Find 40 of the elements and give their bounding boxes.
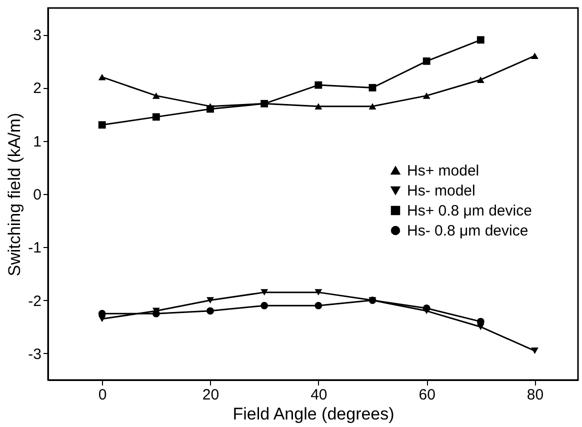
point [422, 57, 430, 65]
point [314, 289, 322, 296]
point [314, 81, 322, 89]
point [531, 348, 538, 354]
point [98, 121, 106, 129]
point [152, 113, 160, 121]
x-axis-title: Field Angle (degrees) [232, 404, 394, 424]
point [206, 105, 214, 113]
y-tick-label: 3 [33, 27, 42, 44]
y-tick-label: -1 [28, 240, 42, 257]
x-tick-label: 60 [418, 386, 436, 404]
point [206, 297, 214, 304]
y-axis-title: Switching field (kA/m) [5, 112, 24, 276]
point [206, 307, 214, 315]
x-tick-label: 0 [98, 386, 107, 404]
legend-label: Hs+ model [407, 162, 480, 180]
point [531, 52, 538, 60]
x-tick-label: 80 [526, 386, 544, 404]
x-tick-label: 40 [310, 386, 328, 404]
point [314, 302, 322, 310]
point [260, 302, 268, 310]
point [422, 304, 430, 312]
legend-label: Hs- 0.8 μm device [407, 222, 528, 240]
point [98, 74, 106, 80]
y-tick-label: -2 [28, 292, 42, 310]
point [260, 289, 268, 296]
point [422, 92, 430, 99]
point [368, 84, 376, 92]
y-tick-label: -3 [28, 346, 42, 363]
y-tick-label: 2 [33, 80, 42, 98]
y-tick-label: 0 [33, 186, 42, 204]
y-tick-label: 1 [33, 133, 42, 150]
point [476, 76, 484, 83]
point [314, 103, 322, 110]
x-tick-label: 20 [202, 386, 220, 404]
point [476, 36, 484, 44]
point [152, 92, 160, 99]
point [368, 103, 376, 110]
legend-label: Hs- model [407, 182, 476, 200]
legend-label: Hs+ 0.8 μm device [407, 202, 532, 220]
